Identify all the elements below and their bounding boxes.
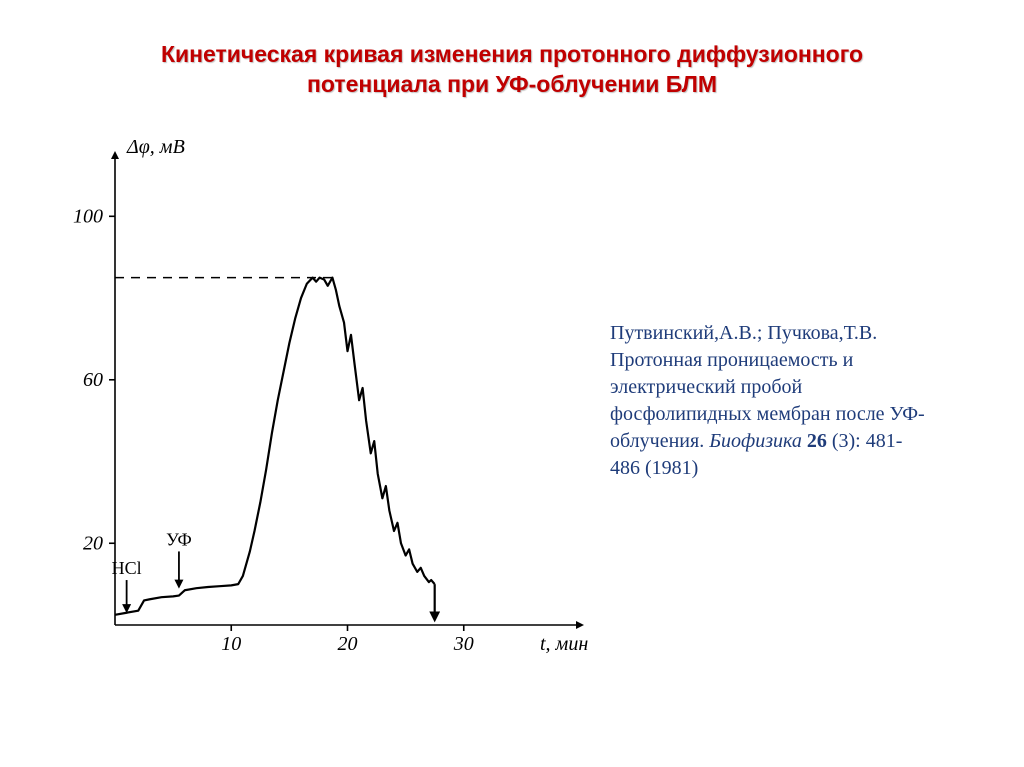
citation-block: Путвинский,А.В.; Пучкова,Т.В. Протонная … bbox=[610, 320, 930, 482]
svg-text:20: 20 bbox=[338, 633, 358, 655]
citation-journal: Биофизика bbox=[709, 430, 802, 452]
svg-text:60: 60 bbox=[83, 369, 103, 391]
svg-text:Δφ, мВ: Δφ, мВ bbox=[126, 136, 185, 158]
title-line-2: потенциала при УФ-облучении БЛМ bbox=[307, 71, 717, 97]
svg-text:УФ: УФ bbox=[166, 529, 192, 549]
svg-text:t, мин: t, мин bbox=[540, 633, 588, 655]
svg-text:30: 30 bbox=[453, 633, 474, 655]
page-title: Кинетическая кривая изменения протонного… bbox=[0, 0, 1024, 110]
svg-text:20: 20 bbox=[83, 532, 103, 554]
citation-volume: 26 bbox=[807, 430, 827, 452]
kinetic-curve-chart: 20 60 100 10 20 30 Δφ, мВ t, мин HCl УФ bbox=[40, 135, 600, 695]
citation-authors: Путвинский,А.В.; Пучкова,Т.В. bbox=[610, 322, 877, 344]
svg-text:100: 100 bbox=[73, 205, 103, 227]
title-line-1: Кинетическая кривая изменения протонного… bbox=[161, 41, 863, 67]
svg-text:HCl: HCl bbox=[112, 558, 142, 578]
svg-text:10: 10 bbox=[221, 633, 241, 655]
